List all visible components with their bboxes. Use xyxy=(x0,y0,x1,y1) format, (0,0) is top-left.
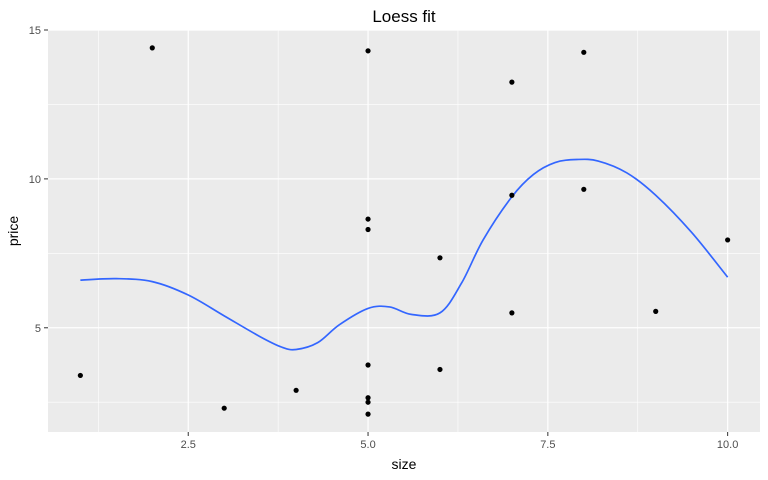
data-point xyxy=(365,48,371,54)
data-point xyxy=(581,186,587,192)
x-axis-title: size xyxy=(392,456,417,472)
y-axis-title: price xyxy=(5,216,21,247)
plot-panel xyxy=(48,30,760,432)
minor-grid xyxy=(48,30,760,432)
y-tick-label: 5 xyxy=(35,323,41,335)
x-tick-label: 7.5 xyxy=(540,439,555,451)
x-tick-label: 2.5 xyxy=(181,439,196,451)
data-point xyxy=(221,405,227,411)
x-tick-label: 5.0 xyxy=(360,439,375,451)
data-point xyxy=(581,49,587,55)
data-point xyxy=(509,79,515,85)
data-point xyxy=(437,255,443,261)
data-point xyxy=(509,192,515,198)
major-grid xyxy=(48,29,760,432)
x-tick-label: 10.0 xyxy=(717,439,738,451)
x-axis-ticks: 2.5 5.0 7.5 10.0 xyxy=(181,432,738,451)
data-point xyxy=(149,45,155,51)
data-points xyxy=(77,45,731,417)
data-point xyxy=(365,411,371,417)
data-point xyxy=(365,216,371,222)
loess-fit-line xyxy=(80,158,729,351)
y-tick-label: 10 xyxy=(29,174,41,186)
data-point xyxy=(509,310,515,316)
data-point xyxy=(365,226,371,233)
data-point xyxy=(653,308,659,314)
data-point xyxy=(77,372,83,379)
y-axis-ticks: 5 10 15 xyxy=(29,25,48,335)
y-tick-label: 15 xyxy=(29,25,41,37)
data-point xyxy=(365,395,371,401)
data-point xyxy=(365,362,371,368)
data-point xyxy=(365,399,371,405)
data-point xyxy=(725,237,731,243)
data-point xyxy=(437,366,443,373)
data-point xyxy=(293,387,299,393)
chart-title: Loess fit xyxy=(372,7,436,26)
